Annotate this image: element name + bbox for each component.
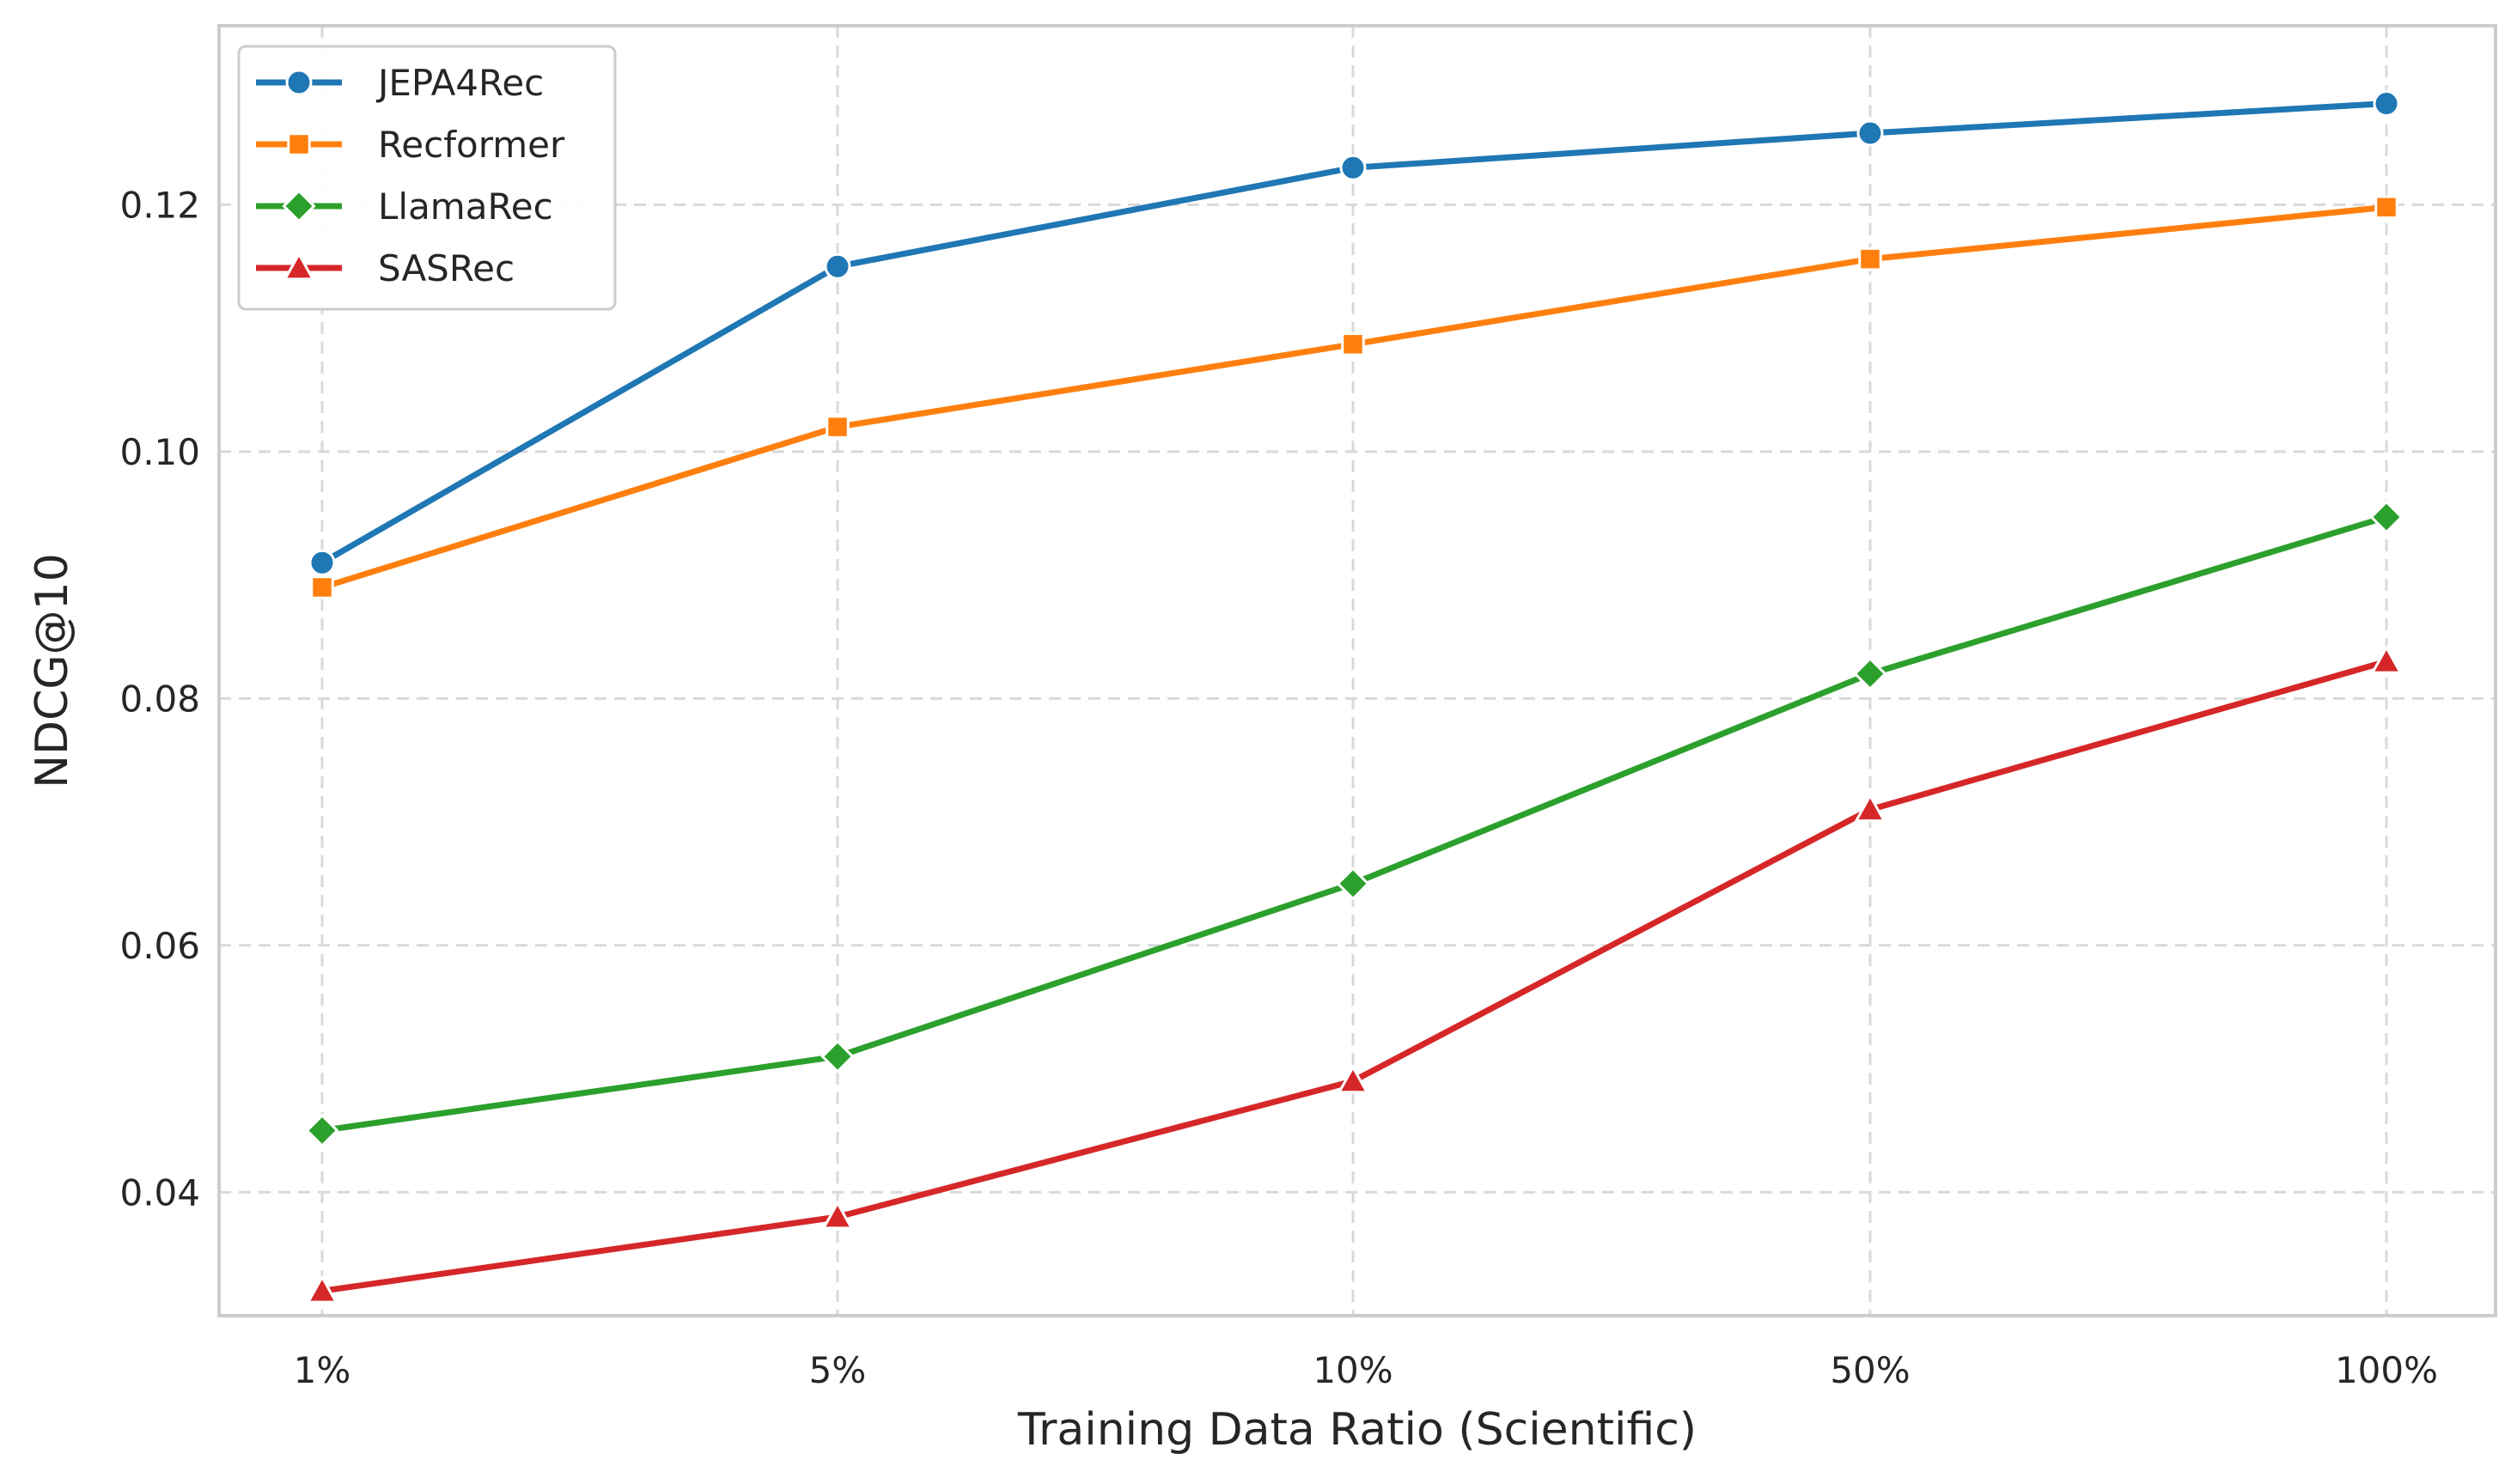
data-point-sasrec <box>1854 793 1886 823</box>
legend-label-llamarec: LlamaRec <box>378 186 553 228</box>
legend-marker-llamarec <box>282 189 316 223</box>
data-point-llamarec <box>2369 500 2404 534</box>
y-tick-label: 0.04 <box>119 1171 200 1213</box>
legend-box <box>237 45 617 311</box>
legend-label-recformer: Recformer <box>378 124 565 166</box>
data-point-jepa4rec <box>1339 154 1367 181</box>
y-axis-label: NDCG@10 <box>27 553 78 788</box>
y-tick-label: 0.08 <box>119 678 200 720</box>
legend-marker-recformer <box>287 132 311 156</box>
legend-label-jepa4rec: JEPA4Rec <box>375 62 544 104</box>
legend: JEPA4Rec Recformer LlamaRec SASRec <box>237 45 617 311</box>
data-point-jepa4rec <box>2373 90 2400 118</box>
data-point-llamarec <box>820 1039 855 1073</box>
data-point-recformer <box>2374 195 2398 220</box>
tick-layer: 0.04 0.06 0.08 0.10 0.12 1% 5% 10% 50% 100% <box>119 184 2438 1391</box>
data-point-jepa4rec <box>308 549 336 576</box>
legend-marker-jepa4rec <box>285 69 313 96</box>
y-tick-label: 0.06 <box>119 925 200 967</box>
y-tick-label: 0.12 <box>119 184 200 226</box>
legend-marker-sasrec <box>283 251 315 281</box>
x-tick-label: 100% <box>2335 1349 2438 1391</box>
data-point-recformer <box>826 415 850 439</box>
y-tick-label: 0.10 <box>119 431 200 473</box>
legend-label-sasrec: SASRec <box>378 247 515 289</box>
data-point-llamarec <box>1336 867 1370 901</box>
series-layer <box>305 90 2404 1304</box>
data-point-llamarec <box>305 1113 339 1148</box>
x-tick-label: 50% <box>1830 1349 1910 1391</box>
x-tick-label: 1% <box>294 1349 351 1391</box>
data-point-recformer <box>1858 246 1882 271</box>
data-point-recformer <box>1341 332 1365 356</box>
grid-layer <box>219 26 2496 1316</box>
data-point-jepa4rec <box>824 252 851 280</box>
data-point-sasrec <box>306 1274 338 1304</box>
data-point-sasrec <box>1337 1064 1369 1094</box>
x-tick-label: 10% <box>1313 1349 1393 1391</box>
data-point-sasrec <box>2370 645 2403 674</box>
data-point-recformer <box>310 575 334 599</box>
data-point-llamarec <box>1853 656 1887 691</box>
data-point-sasrec <box>821 1200 854 1230</box>
x-axis-label: Training Data Ratio (Scientific) <box>1017 1404 1697 1456</box>
x-tick-label: 5% <box>809 1349 867 1391</box>
data-point-jepa4rec <box>1856 119 1884 147</box>
plot-frame <box>217 24 2497 1317</box>
